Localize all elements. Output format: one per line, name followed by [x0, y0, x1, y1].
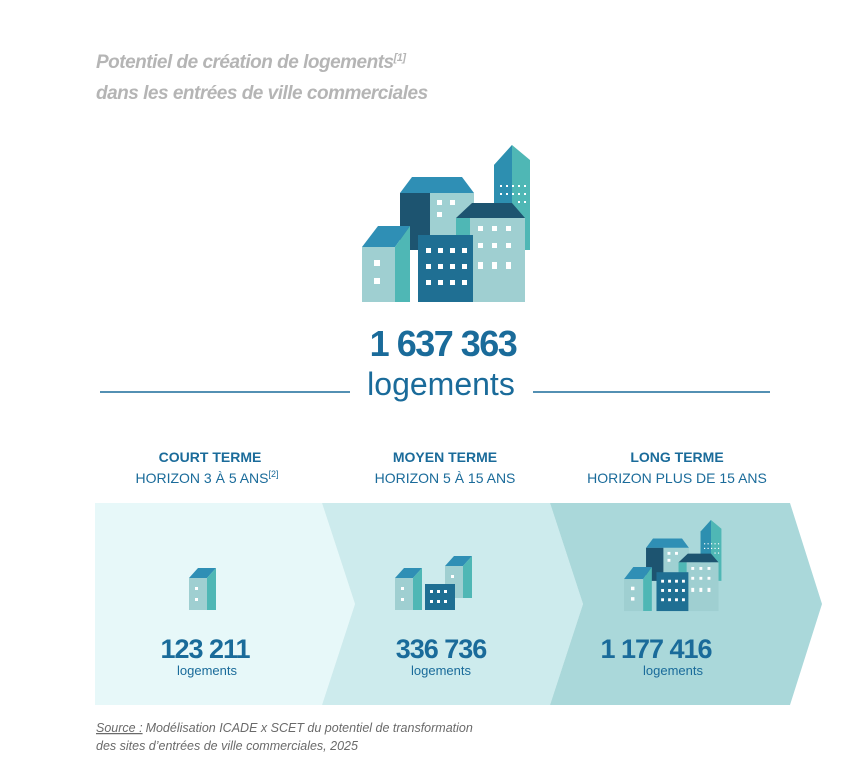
- title-text: Potentiel de création de logements: [96, 52, 394, 73]
- phase-title: MOYEN TERME: [393, 449, 497, 465]
- phase-unit: logements: [411, 663, 471, 678]
- phase-value: 1 177 416: [600, 634, 712, 664]
- phase-unit: logements: [177, 663, 237, 678]
- total-value: 1 637 363: [370, 323, 517, 364]
- total-unit: logements: [367, 366, 515, 402]
- title-line: dans les entrées de ville commerciales: [96, 83, 428, 104]
- buildings-icon: [395, 556, 472, 610]
- phase-horizon: HORIZON 3 À 5 ANS[2]: [135, 469, 278, 486]
- footnote-ref: [1]: [393, 52, 407, 64]
- source-line: Source : Modélisation ICADE x SCET du pot…: [96, 721, 473, 735]
- horizon-text: HORIZON 3 À 5 ANS: [135, 470, 268, 486]
- building-icon: [189, 568, 216, 610]
- source-text: Modélisation ICADE x SCET du potentiel d…: [146, 721, 473, 735]
- footnote-ref: [2]: [269, 469, 279, 479]
- phase-unit: logements: [643, 663, 703, 678]
- phase-value: 123 211: [160, 634, 250, 664]
- city-icon: [362, 145, 530, 302]
- phase-value: 336 736: [396, 634, 488, 664]
- phase-title: LONG TERME: [630, 449, 723, 465]
- phase-band: [95, 503, 355, 705]
- phase-title: COURT TERME: [159, 449, 262, 465]
- source-label: Source :: [96, 721, 143, 735]
- phase-horizon: HORIZON 5 À 15 ANS: [375, 470, 516, 486]
- phase-horizon: HORIZON PLUS DE 15 ANS: [587, 470, 767, 486]
- source-line: des sites d’entrées de ville commerciale…: [96, 739, 358, 753]
- title-line: Potentiel de création de logements[1]: [96, 52, 406, 73]
